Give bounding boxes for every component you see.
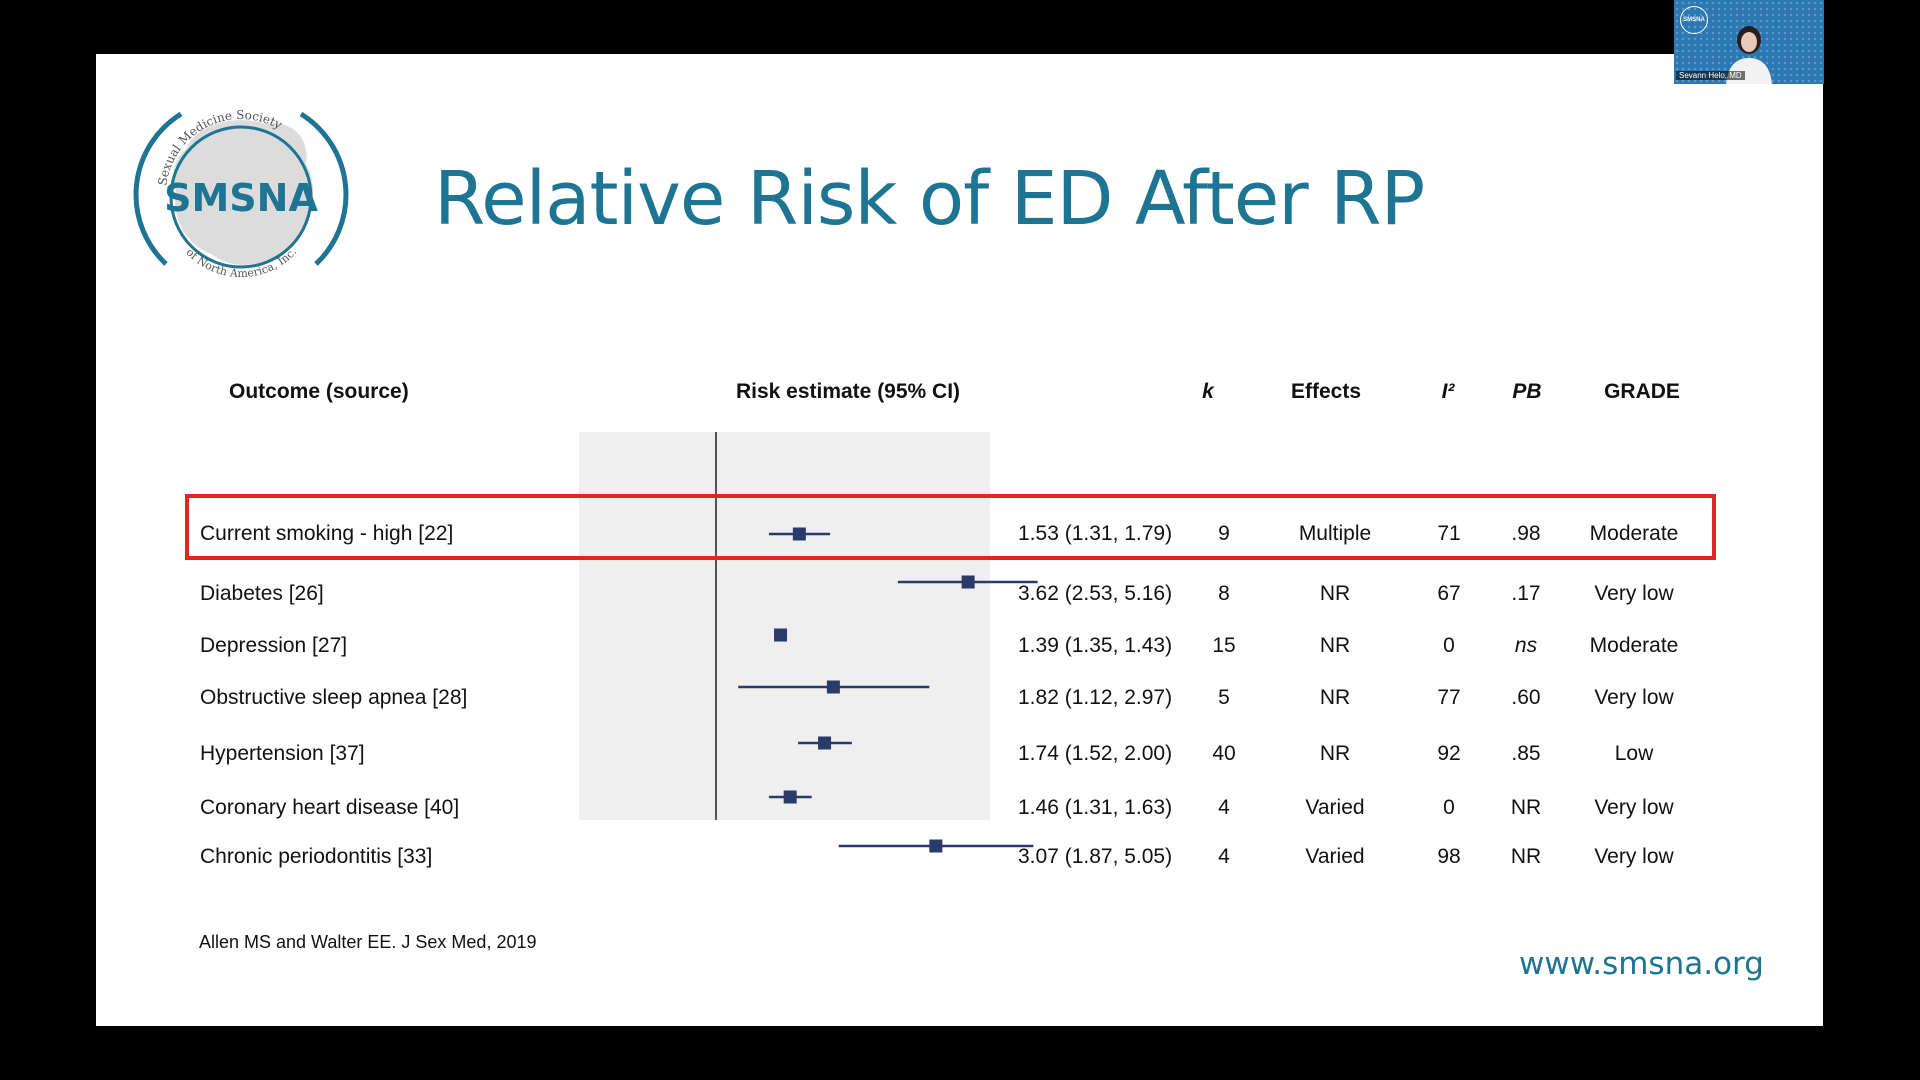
row-pb: NR [1510, 796, 1542, 819]
header-effects: Effects [1290, 380, 1362, 403]
row-grade: Very low [1594, 686, 1674, 709]
forest-plot [738, 527, 1038, 853]
row-pb: ns [1514, 634, 1538, 657]
point-estimate [774, 628, 788, 642]
header-grade: GRADE [1604, 380, 1680, 403]
row-k: 9 [1218, 522, 1230, 545]
row-k: 4 [1218, 845, 1230, 868]
row-i2: 0 [1443, 634, 1455, 657]
slide-title: Relative Risk of ED After RP [434, 156, 1425, 242]
row-ci: 3.62 (2.53, 5.16) [1018, 582, 1173, 605]
point-estimate [961, 575, 975, 589]
point-estimate [929, 839, 943, 853]
row-outcome: Depression [27] [200, 634, 348, 657]
row-i2: 67 [1437, 582, 1461, 605]
row-grade: Low [1614, 742, 1654, 765]
row-k: 8 [1218, 582, 1230, 605]
row-grade: Moderate [1589, 634, 1679, 657]
row-effects: Multiple [1298, 522, 1372, 545]
row-ci: 1.53 (1.31, 1.79) [1018, 522, 1173, 545]
row-i2: 98 [1437, 845, 1461, 868]
row-k: 40 [1212, 742, 1236, 765]
row-grade: Very low [1594, 582, 1674, 605]
row-ci: 1.46 (1.31, 1.63) [1018, 796, 1173, 819]
row-i2: 71 [1437, 522, 1461, 545]
row-grade: Very low [1594, 845, 1674, 868]
row-effects: NR [1319, 582, 1351, 605]
row-outcome: Current smoking - high [22] [200, 522, 454, 545]
row-ci: 1.74 (1.52, 2.00) [1018, 742, 1173, 765]
row-i2: 92 [1437, 742, 1461, 765]
row-pb: .17 [1511, 582, 1541, 605]
header-pb: PB [1512, 380, 1542, 403]
row-grade: Very low [1594, 796, 1674, 819]
row-pb: NR [1510, 845, 1542, 868]
row-effects: NR [1319, 742, 1351, 765]
header-outcome: Outcome (source) [229, 380, 409, 403]
row-effects: Varied [1305, 845, 1365, 868]
row-pb: .60 [1511, 686, 1541, 709]
citation: Allen MS and Walter EE. J Sex Med, 2019 [199, 932, 537, 952]
website-url: www.smsna.org [1519, 946, 1764, 982]
row-outcome: Obstructive sleep apnea [28] [200, 686, 468, 709]
row-grade: Moderate [1589, 522, 1679, 545]
smsna-logo: Sexual Medicine Society of North America… [133, 108, 349, 280]
presenter-name: Sevann Helo, MD [1676, 71, 1745, 80]
row-ci: 1.82 (1.12, 2.97) [1018, 686, 1173, 709]
point-estimate [818, 736, 832, 750]
row-effects: Varied [1305, 796, 1365, 819]
forest-reference-line [715, 432, 717, 820]
row-ci: 3.07 (1.87, 5.05) [1018, 845, 1173, 868]
header-risk: Risk estimate (95% CI) [735, 380, 961, 403]
row-i2: 77 [1437, 686, 1461, 709]
header-i2: I² [1441, 380, 1455, 403]
point-estimate [783, 790, 797, 804]
webcam-logo: SMSNA [1680, 6, 1708, 34]
row-effects: NR [1319, 634, 1351, 657]
row-outcome: Coronary heart disease [40] [200, 796, 460, 819]
point-estimate [826, 680, 840, 694]
row-effects: NR [1319, 686, 1351, 709]
row-k: 15 [1212, 634, 1236, 657]
row-ci: 1.39 (1.35, 1.43) [1018, 634, 1173, 657]
row-pb: .85 [1511, 742, 1541, 765]
row-outcome: Chronic periodontitis [33] [200, 845, 433, 868]
row-i2: 0 [1443, 796, 1455, 819]
row-outcome: Hypertension [37] [200, 742, 365, 765]
row-outcome: Diabetes [26] [200, 582, 324, 605]
row-pb: .98 [1511, 522, 1541, 545]
logo-name: SMSNA [164, 176, 318, 220]
highlight-box [185, 494, 1716, 560]
header-k: k [1202, 380, 1214, 403]
webcam-thumbnail[interactable]: SMSNA Sevann Helo, MD [1674, 0, 1824, 84]
slide: Sexual Medicine Society of North America… [96, 54, 1823, 1026]
point-estimate [792, 527, 806, 541]
row-k: 5 [1218, 686, 1230, 709]
row-k: 4 [1218, 796, 1230, 819]
